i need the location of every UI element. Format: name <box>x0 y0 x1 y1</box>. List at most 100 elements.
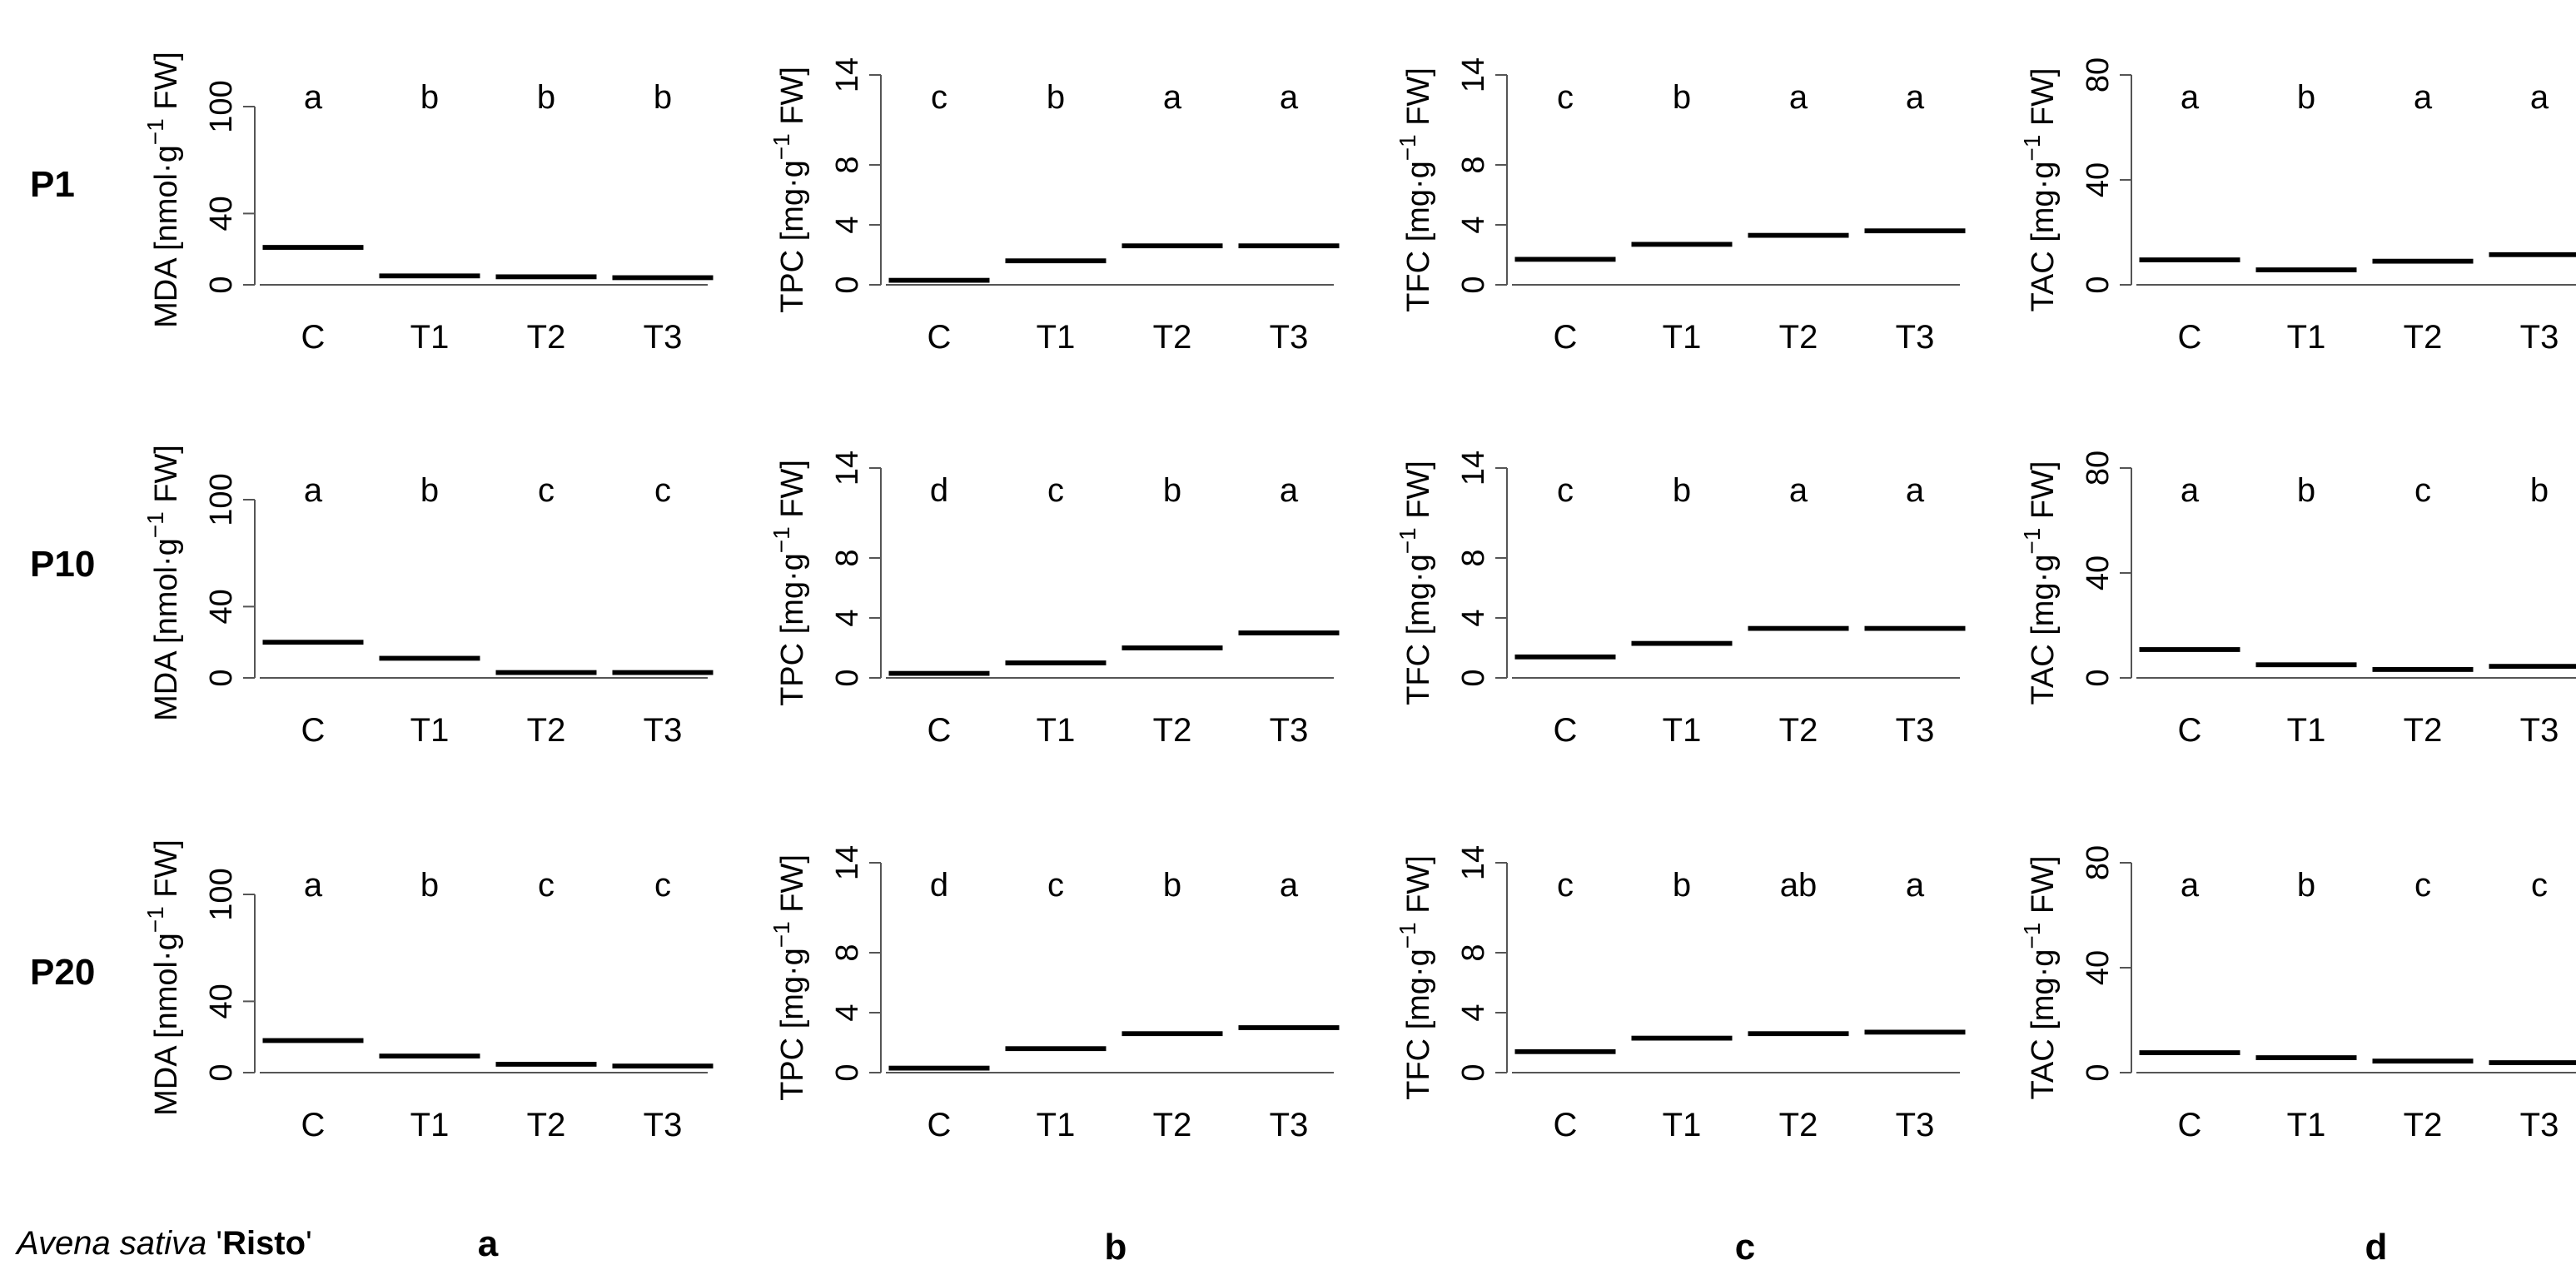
species: Avena sativa <box>15 1225 206 1262</box>
y-tick-label: 8 <box>1456 156 1491 173</box>
x-tick-label: T2 <box>2404 319 2443 356</box>
y-tick-label: 80 <box>2081 451 2116 486</box>
median-box <box>1631 242 1733 247</box>
x-tick-label: T1 <box>410 712 450 749</box>
y-tick-label: 0 <box>2081 669 2116 686</box>
median-box <box>1005 1046 1106 1052</box>
y-tick-label: 40 <box>2081 162 2116 197</box>
y-label-text: MDA [nmol·g <box>149 933 184 1116</box>
y-tick-label: 40 <box>2081 555 2116 590</box>
significance-letter: b <box>537 79 555 116</box>
quote: ' <box>206 1225 222 1262</box>
median-box <box>2372 258 2474 264</box>
panel-label: c <box>1735 1227 1755 1268</box>
y-tick-label: 0 <box>204 1063 239 1081</box>
significance-letter: c <box>654 472 671 509</box>
x-tick-label: T1 <box>1663 1107 1702 1143</box>
y-tick-label: 0 <box>830 669 865 686</box>
y-tick-label: 4 <box>830 609 865 626</box>
significance-letter: b <box>2530 472 2549 509</box>
significance-letter: a <box>1789 79 1808 116</box>
x-tick-label: T3 <box>644 1107 683 1143</box>
significance-letter: c <box>1047 867 1064 904</box>
significance-letter: a <box>304 472 323 509</box>
y-label-text: FW] <box>2026 461 2061 527</box>
y-label-text: TFC [mg·g <box>1401 949 1436 1100</box>
significance-letter: a <box>2530 79 2549 116</box>
significance-letter: b <box>2297 79 2315 116</box>
y-label-sup: −1 <box>1395 134 1420 161</box>
x-tick-label: C <box>927 319 952 356</box>
y-tick-label: 80 <box>2081 845 2116 880</box>
median-box <box>379 1053 480 1058</box>
y-axis-label: TAC [mg·g−1 FW] <box>2019 855 2061 1099</box>
y-tick-label: 0 <box>204 669 239 686</box>
y-label-text: FW] <box>149 839 184 906</box>
median-box <box>495 1062 597 1067</box>
x-tick-label: T3 <box>644 319 683 356</box>
x-tick-label: T2 <box>2404 712 2443 749</box>
significance-letter: b <box>1047 79 1065 116</box>
y-tick-label: 0 <box>2081 1063 2116 1081</box>
y-label-sup: −1 <box>2019 528 2045 555</box>
x-tick-label: T3 <box>644 712 683 749</box>
y-label-text: TPC [mg·g <box>775 553 810 706</box>
y-tick-label: 8 <box>830 156 865 173</box>
significance-letter: c <box>2414 472 2431 509</box>
y-tick-label: 40 <box>204 589 239 624</box>
median-box <box>379 655 480 661</box>
x-tick-label: T1 <box>1037 1107 1076 1143</box>
median-box <box>1864 625 1966 631</box>
y-label-sup: −1 <box>1395 922 1420 949</box>
y-tick-label: 4 <box>830 216 865 233</box>
significance-letter: a <box>1906 867 1925 904</box>
y-label-text: FW] <box>1401 67 1436 134</box>
significance-letter: b <box>654 79 672 116</box>
panel-label: d <box>2365 1227 2388 1268</box>
y-label-sup: −1 <box>142 118 168 145</box>
significance-letter: c <box>2531 867 2548 904</box>
x-tick-label: T3 <box>1270 319 1309 356</box>
significance-letter: b <box>420 79 439 116</box>
median-box <box>1864 228 1966 234</box>
median-box <box>2139 647 2240 652</box>
y-tick-label: 40 <box>204 984 239 1018</box>
y-tick-label: 8 <box>830 944 865 961</box>
median-box <box>2372 1058 2474 1064</box>
y-axis-label: TPC [mg·g−1 FW] <box>768 67 810 313</box>
y-tick-label: 14 <box>830 845 865 880</box>
significance-letter: a <box>304 79 323 116</box>
x-tick-label: T1 <box>2287 712 2326 749</box>
median-box <box>1864 1029 1966 1035</box>
y-tick-label: 0 <box>830 1063 865 1081</box>
y-tick-label: 0 <box>2081 276 2116 293</box>
quote: ' <box>306 1225 312 1262</box>
x-tick-label: C <box>1554 1107 1578 1143</box>
y-tick-label: 4 <box>1456 1004 1491 1021</box>
y-tick-label: 40 <box>2081 950 2116 985</box>
y-tick-label: 8 <box>1456 944 1491 961</box>
y-tick-label: 14 <box>830 451 865 486</box>
x-tick-label: T3 <box>2520 319 2559 356</box>
significance-letter: c <box>1557 472 1574 509</box>
x-tick-label: C <box>1554 319 1578 356</box>
x-tick-label: T1 <box>410 1107 450 1143</box>
panel-label: b <box>1105 1227 1127 1268</box>
median-box <box>1748 1031 1849 1037</box>
x-tick-label: C <box>2178 712 2202 749</box>
x-tick-label: T3 <box>1270 1107 1309 1143</box>
significance-letter: b <box>1673 867 1691 904</box>
y-label-text: FW] <box>775 460 810 526</box>
median-box <box>1121 1031 1223 1037</box>
x-tick-label: T2 <box>527 1107 566 1143</box>
y-label-text: FW] <box>2026 67 2061 134</box>
y-label-sup: −1 <box>2019 135 2045 162</box>
x-tick-label: T1 <box>1663 319 1702 356</box>
y-tick-label: 0 <box>1456 669 1491 686</box>
significance-letter: a <box>2414 79 2433 116</box>
x-tick-label: C <box>301 319 326 356</box>
median-box <box>1121 645 1223 650</box>
y-label-text: FW] <box>1401 855 1436 922</box>
median-box <box>1238 243 1340 249</box>
x-tick-label: T3 <box>2520 712 2559 749</box>
